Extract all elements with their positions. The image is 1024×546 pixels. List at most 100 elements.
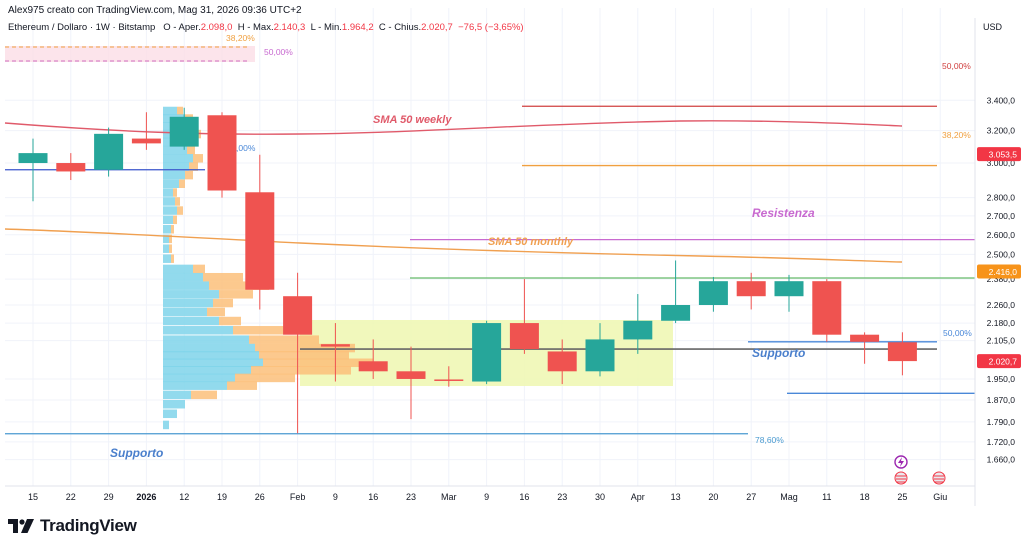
volume-bar-sell <box>179 179 185 188</box>
y-tick-label: 3.400,0 <box>987 95 1016 105</box>
candle <box>850 332 880 364</box>
volume-bar-buy <box>163 335 249 344</box>
y-tick-label: 1.870,0 <box>987 395 1016 405</box>
y-tick-label: 2.700,0 <box>987 211 1016 221</box>
x-tick-label: 29 <box>104 492 114 502</box>
sma-50-monthly-line <box>4 228 903 263</box>
time-axis[interactable]: 15 22 29 2026 12 19 26 Feb 9 16 23 Mar 9 16 23 30 Apr 13 2… <box>5 485 975 502</box>
price-tag-label: 2.416,0 <box>989 267 1018 277</box>
y-tick-label: 2.380,0 <box>987 274 1016 284</box>
volume-bar-sell <box>187 145 195 155</box>
volume-bar-buy <box>163 170 185 180</box>
volume-bar-sell <box>249 335 319 344</box>
volume-bar-buy <box>163 281 209 290</box>
candle-body <box>169 116 199 147</box>
candle <box>396 346 426 420</box>
candle <box>56 153 86 181</box>
volume-bar-buy <box>163 179 179 188</box>
y-tick-label: 2.600,0 <box>987 230 1016 240</box>
low-value: 1.964,2 <box>341 22 374 33</box>
volume-bar-buy <box>163 358 263 368</box>
event-icons[interactable] <box>894 455 946 485</box>
candle <box>358 339 388 379</box>
fib-50-top-label: 50,00% <box>264 47 293 57</box>
candle-body <box>736 281 766 297</box>
sma-weekly-label: SMA 50 weekly <box>373 114 452 126</box>
volume-bar-buy <box>163 197 175 206</box>
volume-bar-sell <box>185 170 193 180</box>
x-tick-label: 23 <box>406 492 416 502</box>
y-tick-label: 1.790,0 <box>987 417 1016 427</box>
flag-event-icon-2[interactable] <box>932 471 946 485</box>
volume-bar-buy <box>163 145 187 155</box>
volume-bar-buy <box>163 290 219 299</box>
candle-body <box>434 379 464 381</box>
volume-bar-sell <box>219 290 253 299</box>
volume-bar-buy <box>163 390 191 400</box>
candle-body <box>547 351 577 372</box>
ohlc-legend: Ethereum / Dollaro · 1W · Bitstamp O - A… <box>8 22 524 33</box>
volume-bar-buy <box>163 326 233 335</box>
volume-bar-sell <box>227 381 257 390</box>
open-value: 2.098,0 <box>200 22 233 33</box>
high-label: H - Max. <box>237 22 274 33</box>
candle <box>585 323 615 377</box>
candle <box>18 138 48 202</box>
candle <box>736 272 766 310</box>
y-tick-label: 2.800,0 <box>987 193 1016 203</box>
volume-bar-buy <box>163 351 259 360</box>
candle <box>283 272 313 434</box>
volume-bar-buy <box>163 225 171 234</box>
volume-bar-sell <box>171 225 174 234</box>
x-tick-label: 19 <box>217 492 227 502</box>
price-tag-label: 2.020,7 <box>989 357 1018 367</box>
volume-bar-buy <box>163 272 203 282</box>
volume-bar-buy <box>163 188 173 197</box>
annotations: SMA 50 weekly SMA 50 monthly Resistenza … <box>110 33 972 460</box>
candle-body <box>358 361 388 372</box>
tradingview-logo-text: TradingView <box>40 516 137 535</box>
supporto-left-label: Supporto <box>110 446 163 460</box>
price-tags: 3.053,5 2.416,0 2.020,7 <box>977 147 1021 369</box>
x-tick-label: 30 <box>595 492 605 502</box>
candle <box>774 274 804 312</box>
candle <box>623 294 653 354</box>
candle-body <box>585 339 615 372</box>
tradingview-logo-icon <box>8 519 34 533</box>
volume-bar-buy <box>163 409 177 419</box>
candle <box>509 279 539 354</box>
price-tag-label: 3.053,5 <box>989 150 1018 160</box>
author-line: Alex975 creato con TradingView.com, Mag … <box>8 5 302 16</box>
flag-event-icon-1[interactable] <box>894 471 908 485</box>
close-value: 2.020,7 <box>421 22 453 33</box>
candle <box>320 323 350 382</box>
volume-bar-sell <box>169 234 172 244</box>
x-tick-label: Mar <box>441 492 457 502</box>
y-tick-label: 1.950,0 <box>987 374 1016 384</box>
volume-bar-sell <box>209 281 269 290</box>
sma-monthly-label: SMA 50 monthly <box>488 236 574 248</box>
x-tick-label: Apr <box>631 492 645 502</box>
volume-bar-sell <box>207 307 225 317</box>
volume-bar-sell <box>259 351 349 360</box>
volume-bar-sell <box>203 272 243 282</box>
x-tick-label: 11 <box>822 492 831 502</box>
candle-body <box>396 371 426 379</box>
volume-bar-sell <box>263 358 373 368</box>
volume-bar-buy <box>163 234 169 244</box>
x-tick-label: Giu <box>933 492 947 502</box>
volume-bar-sell <box>175 197 180 206</box>
volume-bar-buy <box>163 381 227 390</box>
flag-glyph-2 <box>934 475 944 483</box>
volume-bar-buy <box>163 162 189 171</box>
candle-body <box>887 342 917 362</box>
x-tick-label: 9 <box>333 492 338 502</box>
volume-bar-sell <box>177 106 183 116</box>
price-axis[interactable]: 1.660,0 1.720,0 1.790,0 1.870,0 1.950,0 2.105… <box>974 18 1016 506</box>
x-tick-label: 16 <box>368 492 378 502</box>
level-label-38: 38,20% <box>942 130 971 140</box>
candle <box>245 154 275 310</box>
candle <box>434 366 464 387</box>
candles <box>18 107 917 434</box>
